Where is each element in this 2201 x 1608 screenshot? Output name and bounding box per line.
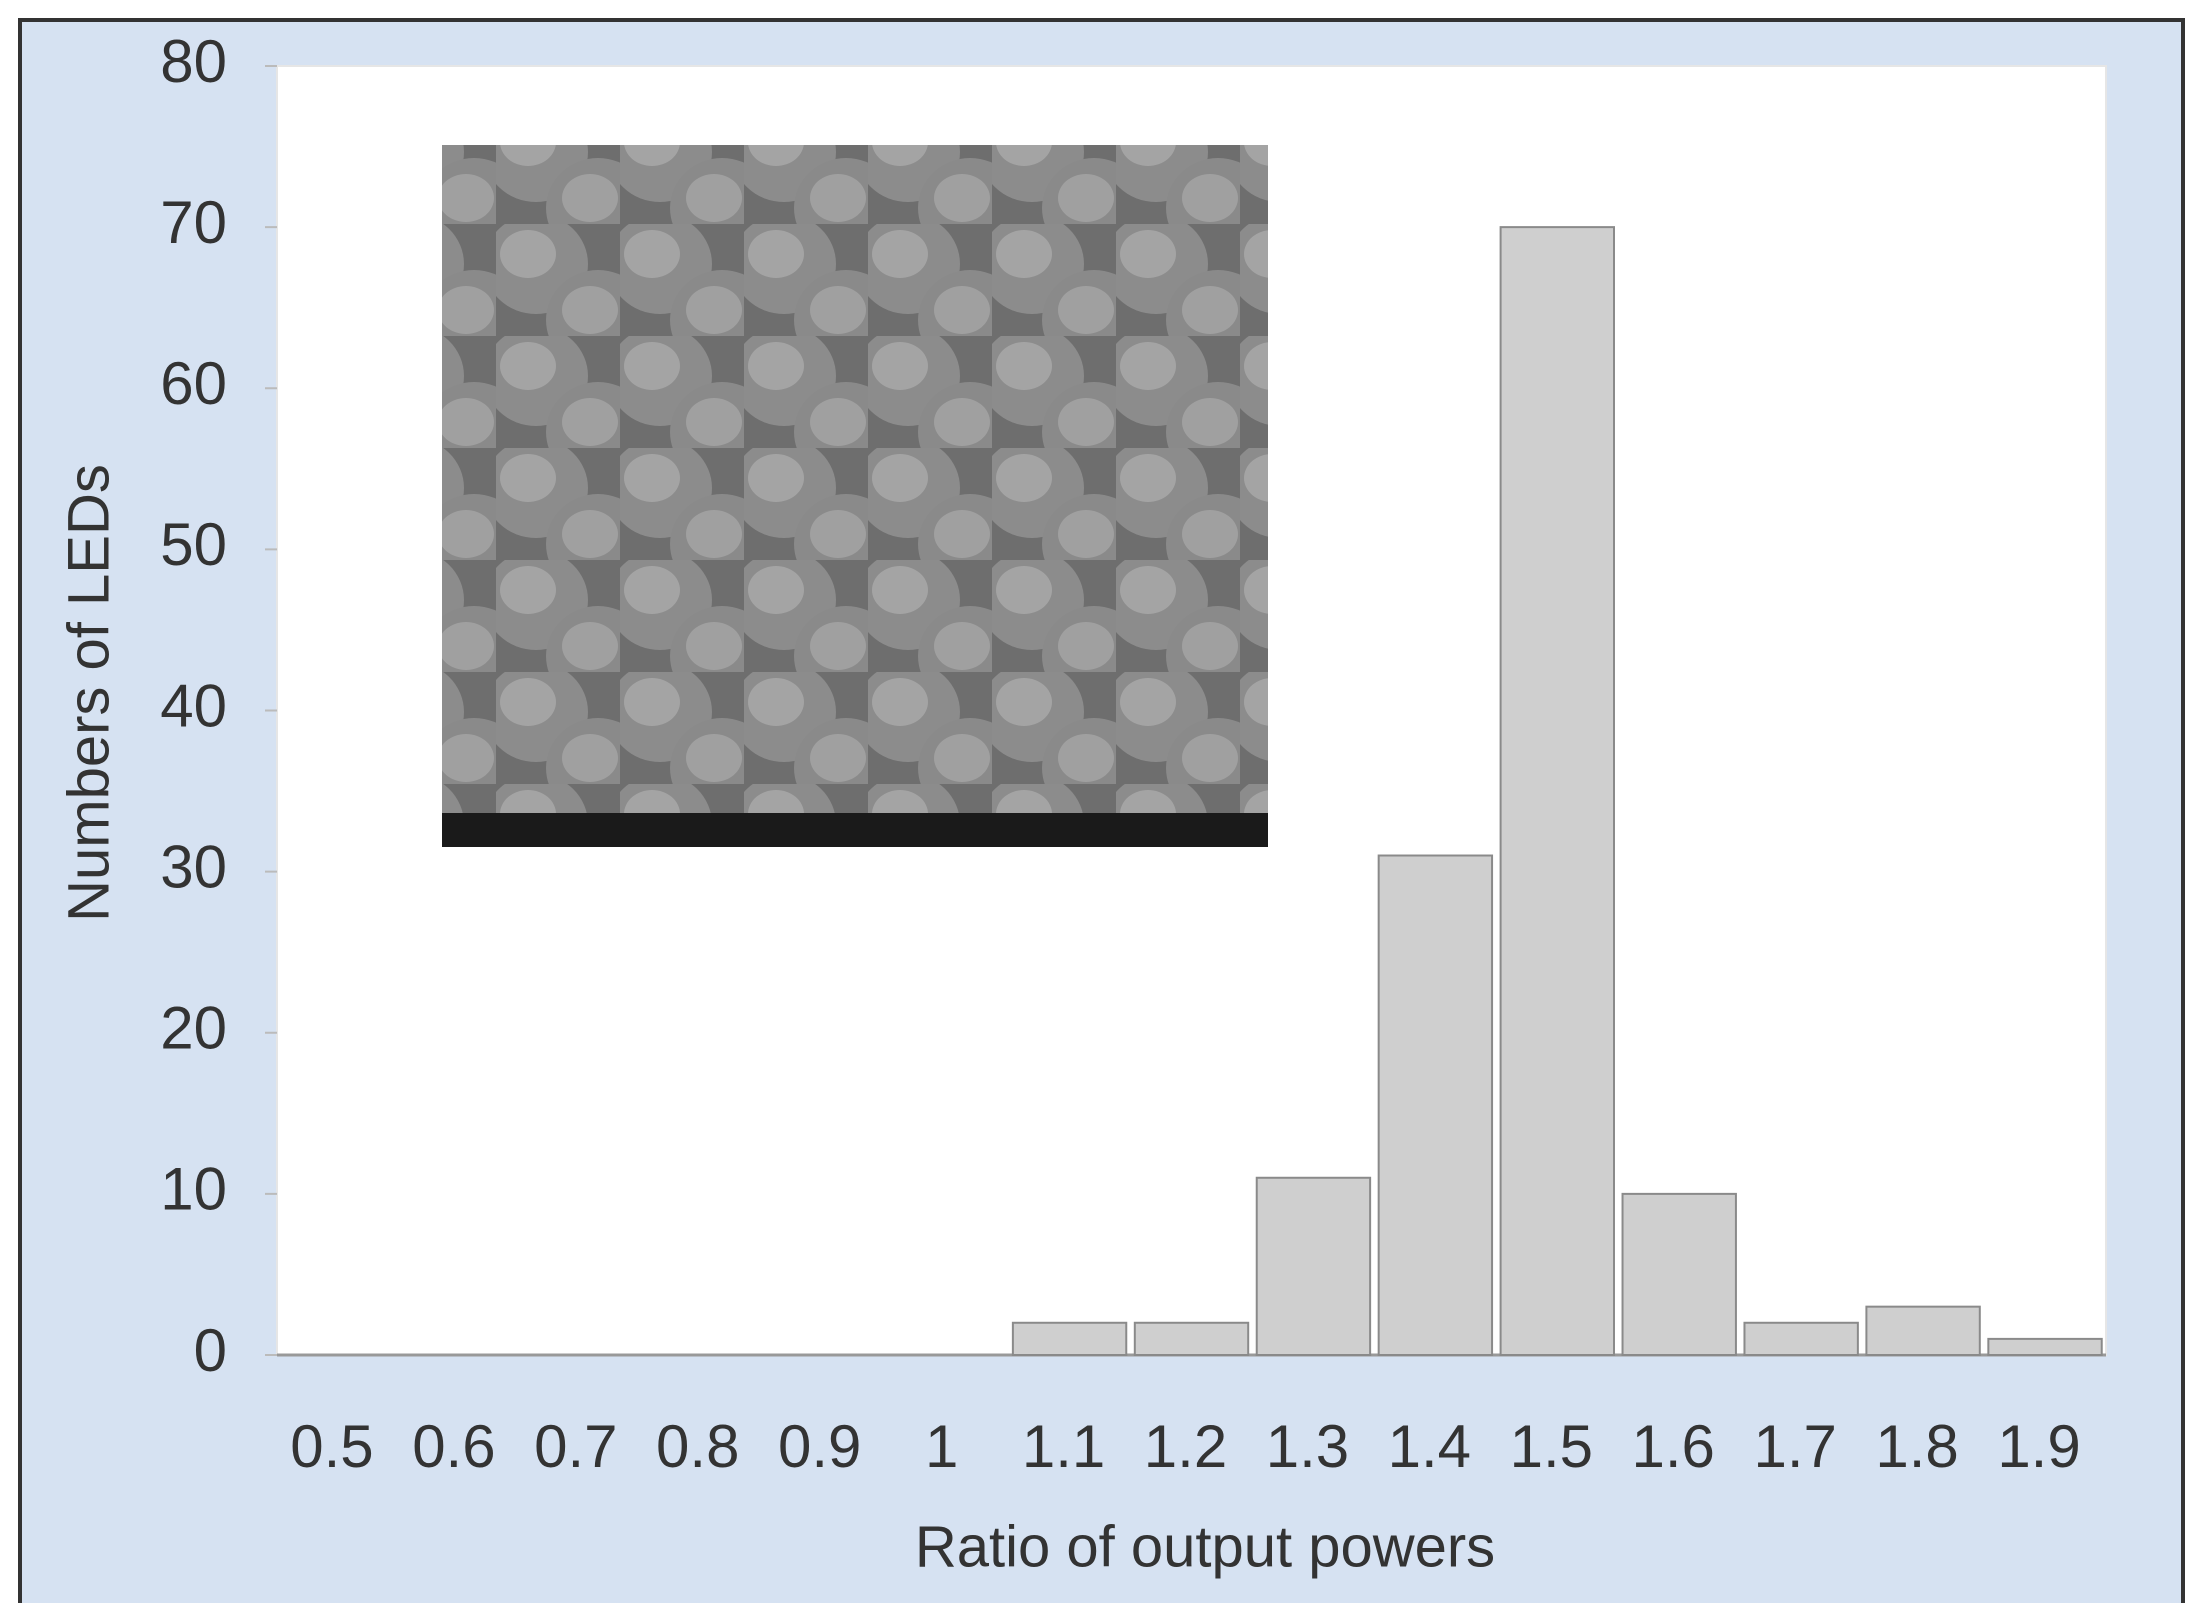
x-tick-label: 1.7 <box>1753 1413 1836 1480</box>
bar <box>1377 854 1494 1356</box>
x-tick-label: 1.4 <box>1388 1413 1471 1480</box>
x-tick-label: 0.8 <box>656 1413 739 1480</box>
y-axis-label: Numbers of LEDs <box>56 464 121 922</box>
x-axis-label: Ratio of output powers <box>915 1514 1495 1579</box>
y-tick-label: 30 <box>160 833 227 900</box>
y-tick-label: 40 <box>160 672 227 739</box>
bar <box>1255 1176 1372 1356</box>
bar <box>1987 1337 2103 1356</box>
x-tick-label: 1.8 <box>1875 1413 1958 1480</box>
x-tick-label: 1 <box>925 1413 958 1480</box>
sem-scalebar <box>442 813 1268 847</box>
bar <box>1621 1192 1737 1356</box>
bar <box>1865 1305 1981 1356</box>
bar <box>1499 226 1615 1356</box>
x-tick-label: 1.1 <box>1022 1413 1105 1480</box>
x-tick-label: 0.6 <box>412 1413 495 1480</box>
x-tick-label: 1.9 <box>1997 1413 2080 1480</box>
y-tick-label: 20 <box>160 995 227 1062</box>
x-tick-label: 1.3 <box>1266 1413 1349 1480</box>
y-tick-label: 10 <box>160 1156 227 1223</box>
sem-image <box>442 145 1268 813</box>
y-tick-label: 70 <box>160 189 227 256</box>
x-tick-label: 0.7 <box>534 1413 617 1480</box>
bar <box>1011 1321 1128 1357</box>
inset-image <box>442 145 1268 847</box>
bar <box>1743 1321 1859 1357</box>
y-tick-label: 80 <box>160 28 227 95</box>
y-tick-label: 60 <box>160 350 227 417</box>
x-tick-label: 0.5 <box>290 1413 373 1480</box>
y-tick-label: 50 <box>160 511 227 578</box>
y-tick-label: 0 <box>194 1317 227 1384</box>
bar <box>1133 1321 1250 1357</box>
x-tick-label: 1.5 <box>1510 1413 1593 1480</box>
x-tick-label: 1.2 <box>1144 1413 1227 1480</box>
x-tick-label: 0.9 <box>778 1413 861 1480</box>
x-tick-label: 1.6 <box>1632 1413 1715 1480</box>
